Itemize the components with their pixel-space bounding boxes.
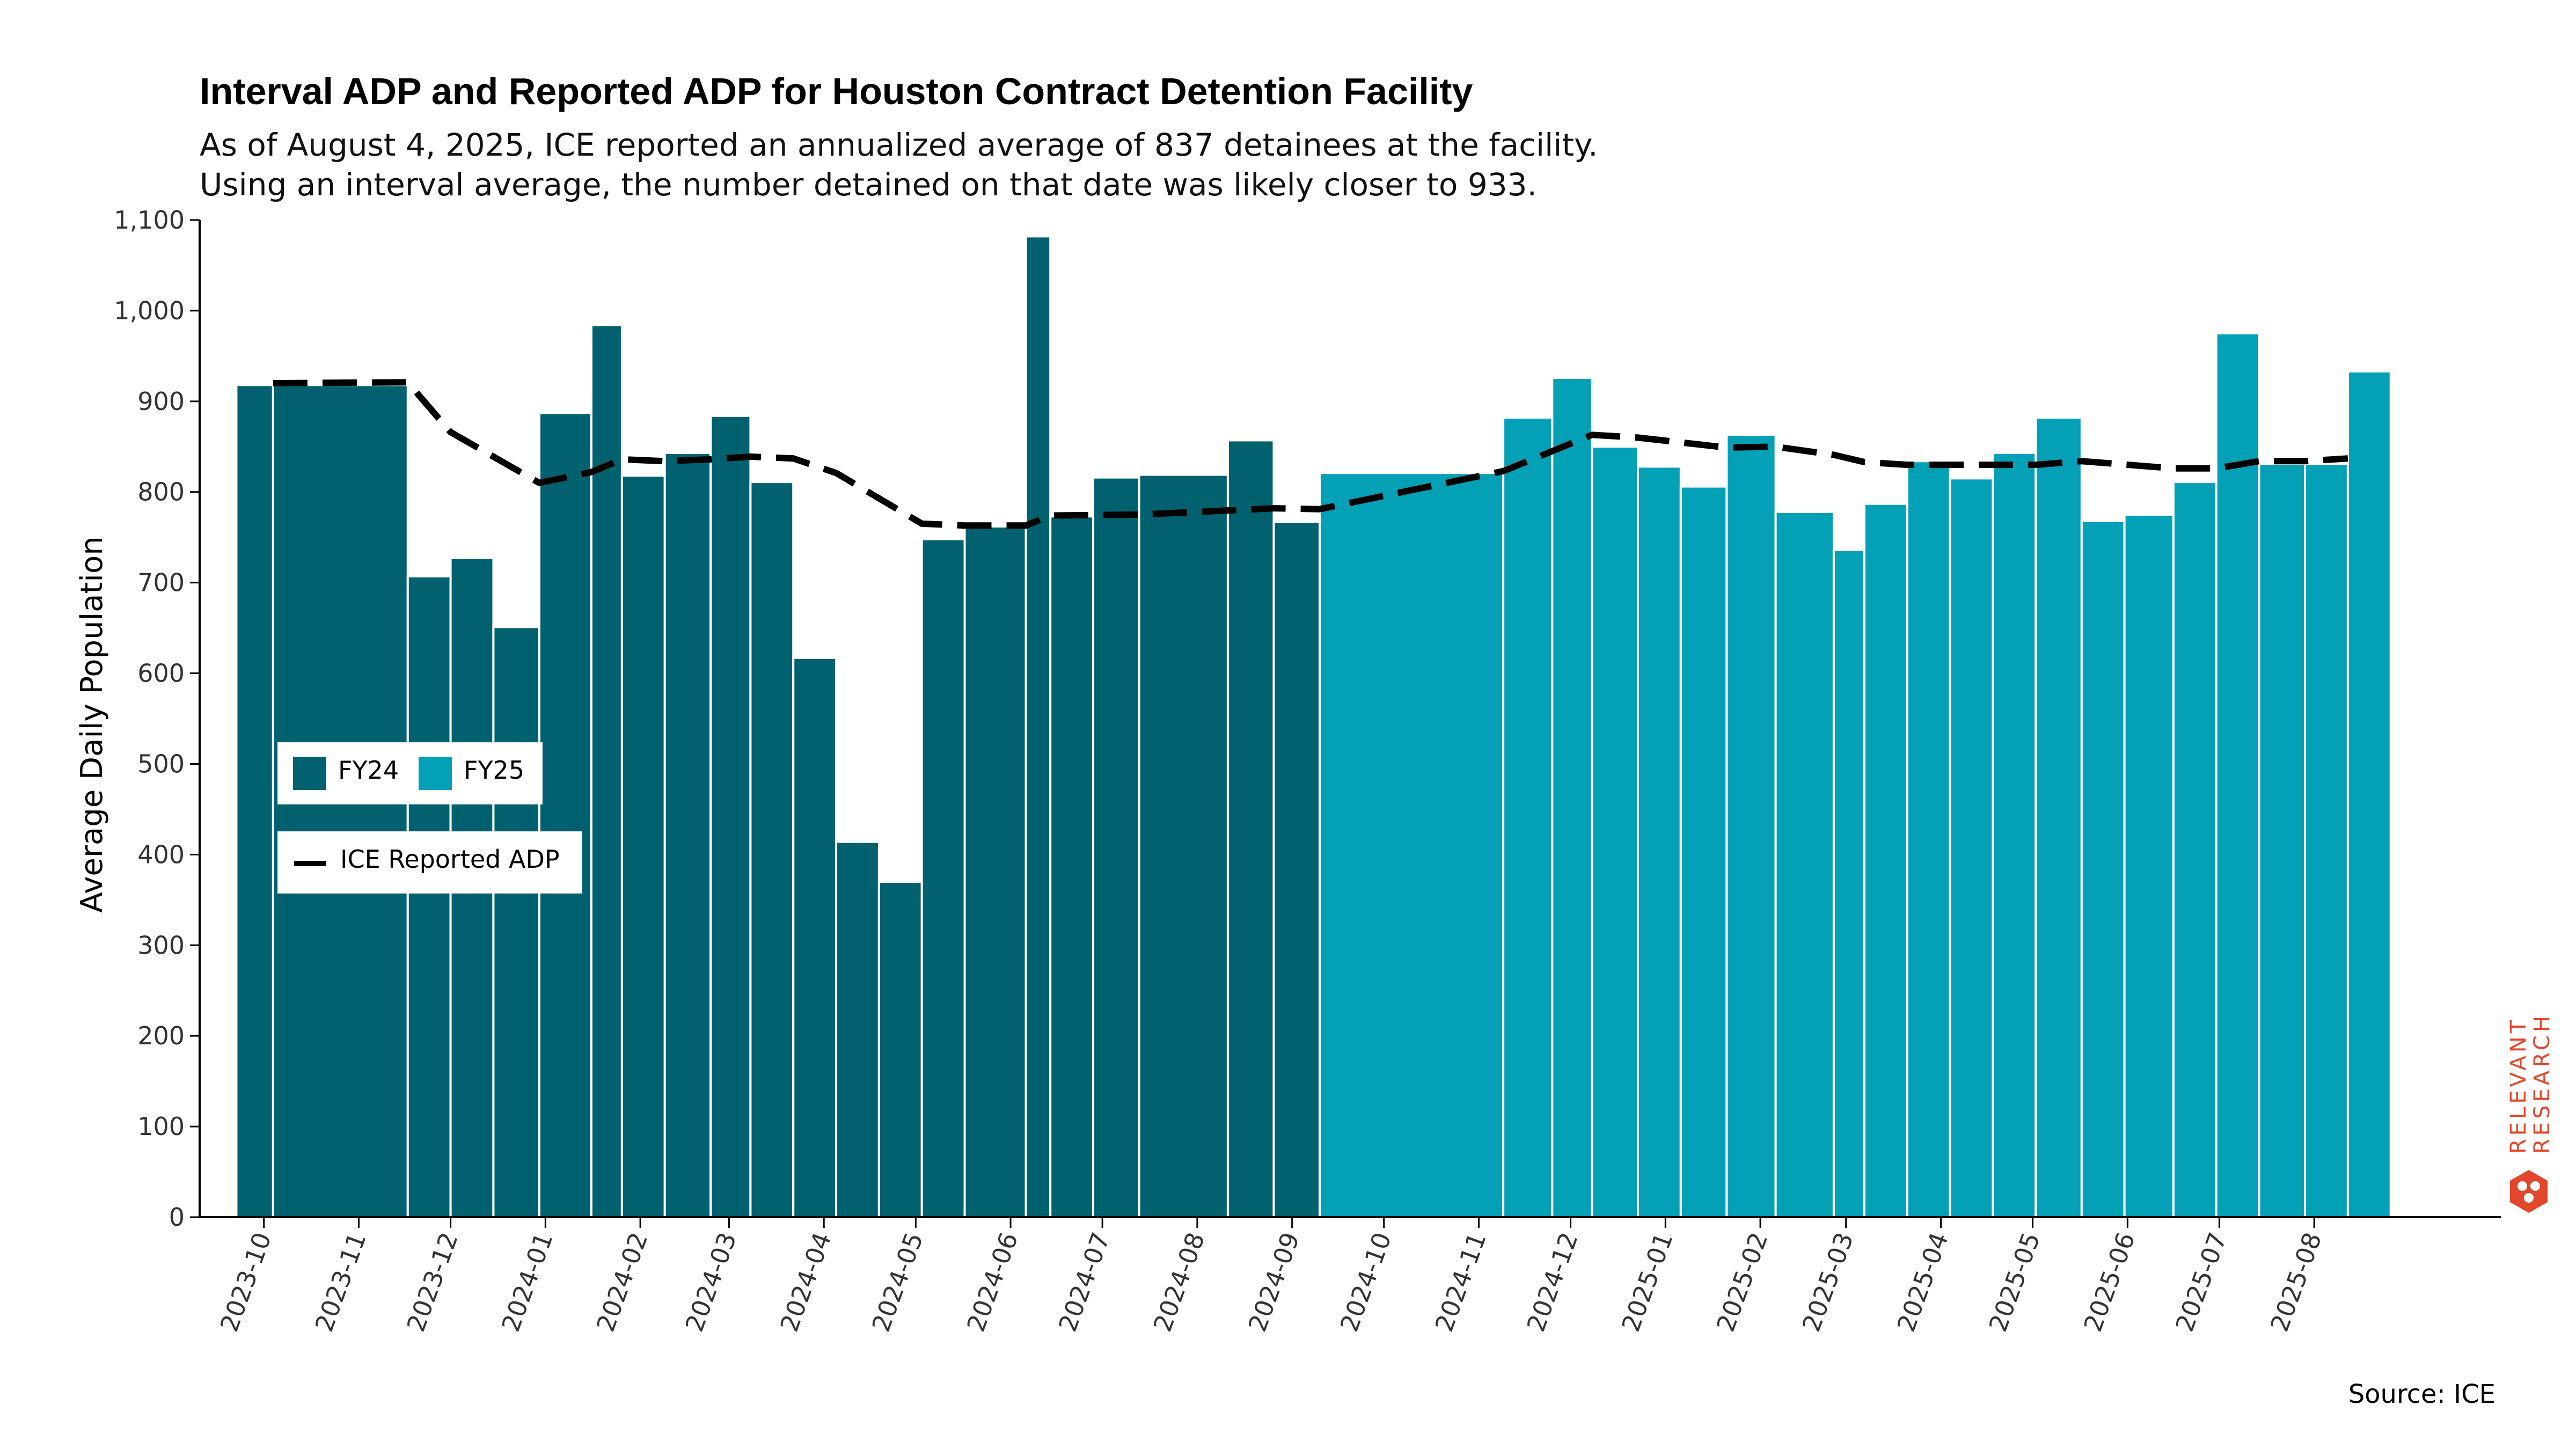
x-tick-label: 2024-06 bbox=[961, 1228, 1023, 1335]
fy25-bar-12 bbox=[1992, 452, 2037, 1219]
fy25-bar-2 bbox=[1551, 376, 1593, 1218]
fy25-bar-13 bbox=[2035, 416, 2083, 1218]
y-tick-label: 400 bbox=[137, 840, 185, 869]
y-tick-label: 500 bbox=[137, 749, 185, 778]
fy25-bar-6 bbox=[1725, 434, 1777, 1218]
legend-label-fy24: FY24 bbox=[338, 756, 399, 785]
x-tick-label: 2024-04 bbox=[774, 1228, 837, 1335]
fy25-bar-11 bbox=[1949, 477, 1994, 1219]
x-tick-label: 2024-05 bbox=[866, 1228, 928, 1335]
y-tick-label: 900 bbox=[137, 387, 185, 416]
fy25-bar-3 bbox=[1591, 445, 1639, 1218]
legend-label-ice: ICE Reported ADP bbox=[340, 845, 560, 874]
y-tick-label: 100 bbox=[137, 1112, 185, 1141]
x-tick-label: 2024-10 bbox=[1335, 1228, 1397, 1335]
x-tick-label: 2024-07 bbox=[1053, 1228, 1115, 1335]
x-tick-label: 2024-11 bbox=[1429, 1228, 1491, 1335]
source-note: Source: ICE bbox=[2348, 1379, 2496, 1409]
y-tick-label: 800 bbox=[137, 478, 185, 507]
logo-hexagon-icon bbox=[2510, 1170, 2548, 1213]
fy25-bar-1 bbox=[1502, 416, 1554, 1218]
fy25-bar-0 bbox=[1318, 472, 1505, 1218]
relevant-research-logo: RELEVANT RESEARCH bbox=[2506, 1013, 2555, 1213]
fy24-bar-20 bbox=[1226, 439, 1275, 1218]
fy25-bar-18 bbox=[2258, 463, 2307, 1218]
chart-title: Interval ADP and Reported ADP for Housto… bbox=[200, 70, 1473, 112]
ice-reported-adp-line bbox=[273, 379, 2348, 529]
fy24-bar-21 bbox=[1272, 521, 1321, 1218]
fy24-bar-5 bbox=[538, 412, 592, 1218]
chart-axes bbox=[199, 220, 2501, 1218]
x-tick-label: 2025-06 bbox=[2078, 1228, 2140, 1335]
fy24-bar-4 bbox=[492, 626, 540, 1218]
x-tick-label: 2025-03 bbox=[1797, 1228, 1859, 1335]
fy24-bar-16 bbox=[1024, 235, 1052, 1218]
x-tick-label: 2024-01 bbox=[496, 1228, 558, 1335]
fy24-bar-10 bbox=[749, 481, 795, 1219]
fy24-bar-18 bbox=[1092, 476, 1140, 1219]
chart-subtitle-line-2: Using an interval average, the number de… bbox=[200, 166, 1537, 203]
logo-text-research: RESEARCH bbox=[2530, 1013, 2555, 1154]
fy24-bar-14 bbox=[920, 538, 966, 1218]
y-tick-label: 300 bbox=[137, 931, 185, 960]
x-tick-label: 2024-08 bbox=[1148, 1228, 1210, 1335]
fy25-bar-7 bbox=[1774, 510, 1835, 1218]
legend-label-fy25: FY25 bbox=[464, 756, 525, 785]
x-tick-label: 2023-10 bbox=[215, 1228, 277, 1335]
fy24-bar-9 bbox=[709, 414, 752, 1218]
fy24-bar-17 bbox=[1049, 515, 1095, 1218]
logo-text-relevant: RELEVANT bbox=[2506, 1017, 2531, 1154]
legend-fiscal-years: FY24 FY25 bbox=[278, 743, 542, 804]
fy24-bar-8 bbox=[663, 452, 712, 1219]
fy24-bar-19 bbox=[1138, 473, 1229, 1218]
fy24-bar-13 bbox=[877, 881, 923, 1218]
x-tick-label: 2024-02 bbox=[591, 1228, 653, 1335]
fy25-bar-15 bbox=[2123, 513, 2175, 1218]
x-tick-label: 2024-09 bbox=[1243, 1228, 1305, 1335]
legend-swatch-fy25 bbox=[419, 757, 452, 790]
fy24-bar-12 bbox=[835, 840, 880, 1218]
legend-swatch-fy24 bbox=[293, 757, 326, 790]
fy24-bar-2 bbox=[406, 575, 452, 1218]
x-tick-label: 2025-08 bbox=[2265, 1228, 2327, 1335]
fy25-bar-4 bbox=[1637, 465, 1682, 1218]
x-tick-label: 2024-12 bbox=[1521, 1228, 1583, 1335]
fy25-bar-14 bbox=[2080, 519, 2126, 1218]
legend-ice-reported: ICE Reported ADP bbox=[278, 832, 582, 893]
y-tick-label: 1,000 bbox=[114, 296, 185, 325]
y-axis-ticks: 0 100 200 300 400 500 600 700 800 900 1,000 1,100 bbox=[114, 206, 200, 1232]
y-axis-label: Average Daily Population bbox=[75, 536, 109, 912]
y-tick-label: 600 bbox=[137, 659, 185, 688]
fy25-bar-10 bbox=[1906, 460, 1951, 1218]
fy24-bar-15 bbox=[963, 525, 1027, 1218]
x-tick-label: 2023-11 bbox=[309, 1228, 371, 1335]
fy24-bar-11 bbox=[792, 656, 838, 1218]
fy25-bar-8 bbox=[1832, 548, 1865, 1218]
x-tick-label: 2025-04 bbox=[1891, 1228, 1953, 1335]
fy25-bar-9 bbox=[1863, 502, 1908, 1218]
fy24-bar-6 bbox=[590, 324, 623, 1218]
x-tick-label: 2024-03 bbox=[679, 1228, 742, 1335]
x-tick-label: 2025-07 bbox=[2170, 1228, 2232, 1335]
y-tick-label: 0 bbox=[169, 1203, 185, 1232]
fy24-bar-7 bbox=[620, 474, 666, 1218]
x-tick-label: 2025-01 bbox=[1616, 1228, 1678, 1335]
fy25-bar-16 bbox=[2172, 481, 2218, 1219]
x-tick-label: 2025-05 bbox=[1983, 1228, 2045, 1335]
x-tick-label: 2023-12 bbox=[401, 1228, 463, 1335]
fy24-bar-0 bbox=[235, 384, 274, 1218]
x-tick-label: 2025-02 bbox=[1711, 1228, 1773, 1335]
fy25-bar-20 bbox=[2346, 370, 2392, 1219]
fy25-bar-19 bbox=[2304, 463, 2349, 1218]
legend-dash-ice bbox=[294, 861, 326, 866]
y-tick-label: 700 bbox=[137, 568, 185, 597]
fy25-bar-5 bbox=[1679, 485, 1728, 1218]
x-axis-ticks: 2023-10 2023-11 2023-12 2024-01 2024-02 2024-… bbox=[215, 1217, 2328, 1335]
y-tick-label: 1,100 bbox=[114, 206, 185, 235]
y-tick-label: 200 bbox=[137, 1021, 185, 1050]
chart-subtitle-line-1: As of August 4, 2025, ICE reported an an… bbox=[200, 127, 1598, 163]
